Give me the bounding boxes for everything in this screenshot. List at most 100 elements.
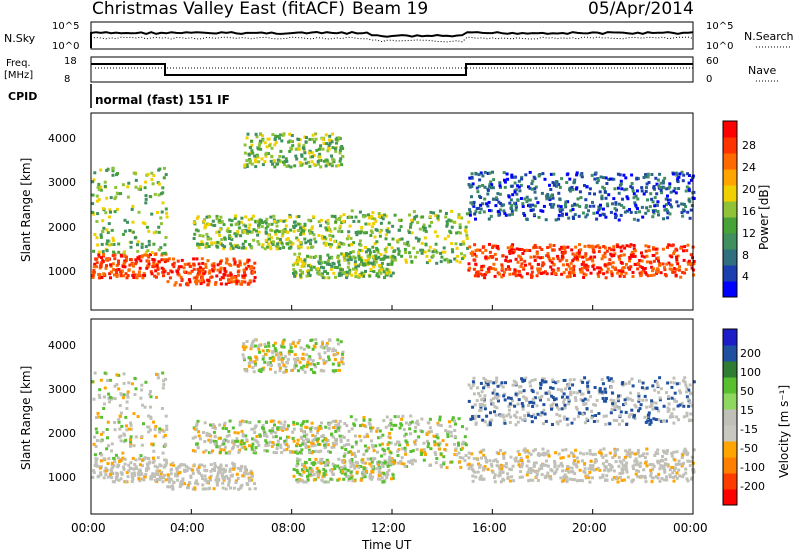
echo-cell (224, 446, 227, 449)
echo-cell (374, 254, 377, 257)
echo-cell (492, 263, 495, 266)
echo-cell (147, 230, 150, 233)
echo-cell (632, 271, 635, 274)
echo-cell (156, 466, 159, 469)
echo-cell (230, 277, 233, 280)
echo-cell (222, 442, 225, 445)
echo-cell (93, 171, 96, 174)
echo-cell (690, 262, 693, 265)
echo-cell (468, 246, 471, 249)
echo-cell (440, 464, 443, 467)
echo-cell (193, 486, 196, 489)
echo-cell (458, 452, 461, 455)
echo-cell (502, 455, 505, 458)
echo-cell (203, 465, 206, 468)
echo-cell (638, 210, 641, 213)
echo-cell (495, 258, 498, 261)
echo-cell (487, 268, 490, 271)
echo-cell (364, 259, 367, 262)
echo-cell (403, 428, 406, 431)
echo-cell (653, 274, 656, 277)
echo-cell (237, 467, 240, 470)
echo-cell (214, 478, 217, 481)
echo-cell (572, 208, 575, 211)
power-ytick-4000: 4000 (48, 132, 76, 145)
echo-cell (197, 469, 200, 472)
echo-cell (301, 260, 304, 263)
echo-cell (106, 428, 109, 431)
echo-cell (311, 339, 314, 342)
echo-cell (596, 211, 599, 214)
echo-cell (470, 387, 473, 390)
echo-cell (337, 260, 340, 263)
echo-cell (661, 459, 664, 462)
echo-cell (353, 424, 356, 427)
echo-cell (632, 479, 635, 482)
echo-cell (540, 272, 543, 275)
echo-cell (306, 475, 309, 478)
echo-cell (391, 261, 394, 264)
echo-cell (397, 253, 400, 256)
echo-cell (587, 209, 590, 212)
echo-cell (112, 239, 115, 242)
echo-cell (508, 268, 511, 271)
echo-cell (416, 251, 419, 254)
echo-cell (172, 265, 175, 268)
echo-cell (100, 416, 103, 419)
echo-cell (229, 242, 232, 245)
echo-cell (249, 159, 252, 162)
echo-cell (220, 267, 223, 270)
echo-cell (299, 161, 302, 164)
echo-cell (625, 272, 628, 275)
echo-cell (604, 388, 607, 391)
echo-cell (511, 213, 514, 216)
echo-cell (550, 272, 553, 275)
echo-cell (215, 445, 218, 448)
echo-cell (145, 194, 148, 197)
echo-cell (297, 239, 300, 242)
echo-cell (277, 352, 280, 355)
echo-cell (169, 276, 172, 279)
echo-cell (299, 164, 302, 167)
echo-cell (481, 390, 484, 393)
echo-cell (645, 399, 648, 402)
echo-cell (258, 231, 261, 234)
echo-cell (317, 443, 320, 446)
echo-cell (305, 353, 308, 356)
echo-cell (400, 424, 403, 427)
station-title: Christmas Valley East (fitACF) (92, 0, 345, 19)
echo-cell (290, 241, 293, 244)
nsky-panel: N.Sky 10^5 10^0 10^5 10^0 N.Search (4, 21, 794, 52)
echo-cell (385, 426, 388, 429)
echo-cell (558, 214, 561, 217)
echo-cell (461, 257, 464, 260)
echo-cell (626, 451, 629, 454)
echo-cell (223, 223, 226, 226)
echo-cell (572, 265, 575, 268)
echo-cell (516, 198, 519, 201)
echo-cell (676, 262, 679, 265)
echo-cell (127, 464, 130, 467)
echo-cell (683, 376, 686, 379)
echo-cell (501, 267, 504, 270)
echo-cell (647, 245, 650, 248)
echo-cell (110, 196, 113, 199)
echo-cell (534, 259, 537, 262)
echo-cell (440, 256, 443, 259)
echo-cell (539, 414, 542, 417)
echo-cell (658, 467, 661, 470)
echo-cell (677, 176, 680, 179)
echo-cell (96, 212, 99, 215)
echo-cell (511, 193, 514, 196)
echo-cell (94, 453, 97, 456)
echo-cell (612, 245, 615, 248)
echo-cell (618, 192, 621, 195)
echo-cell (642, 382, 645, 385)
echo-cell (507, 246, 510, 249)
echo-cell (297, 215, 300, 218)
echo-cell (100, 454, 103, 457)
echo-cell (114, 196, 117, 199)
echo-cell (171, 484, 174, 487)
echo-cell (208, 245, 211, 248)
echo-cell (256, 240, 259, 243)
